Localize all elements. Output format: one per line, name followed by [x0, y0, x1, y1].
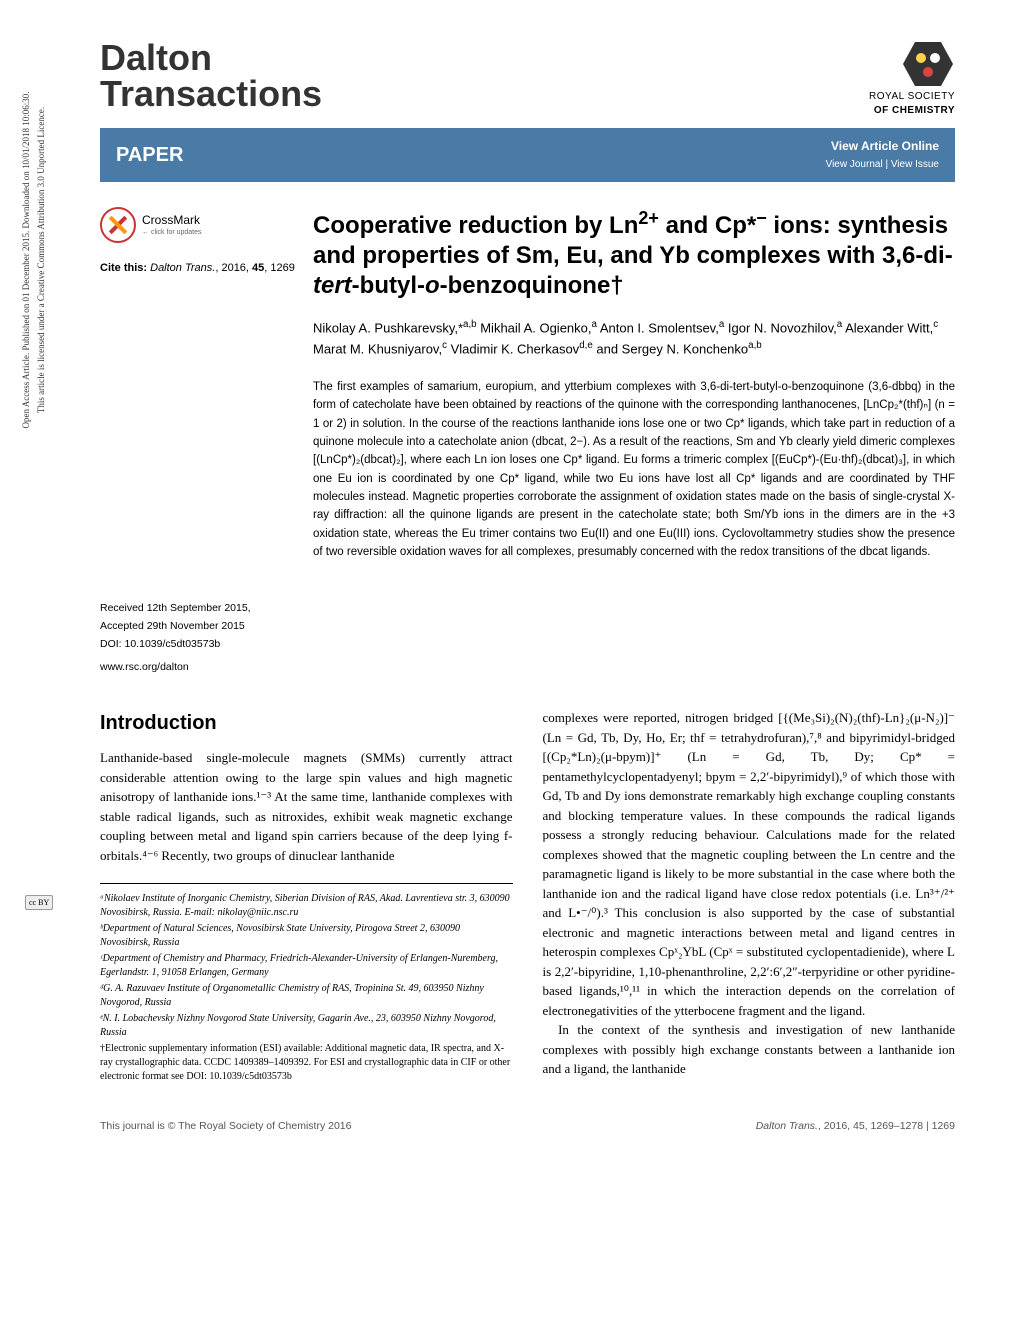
- paper-type-label: PAPER: [116, 141, 183, 169]
- abstract: The first examples of samarium, europium…: [313, 378, 955, 562]
- license-line: This article is licensed under a Creativ…: [35, 0, 48, 560]
- cite-journal: Dalton Trans.: [150, 262, 215, 274]
- crossmark-label: CrossMark: [142, 213, 200, 227]
- cite-rest: , 2016, 45, 1269: [215, 262, 295, 274]
- footer-copyright: This journal is © The Royal Society of C…: [100, 1119, 351, 1134]
- intro-para-2: complexes were reported, nitrogen bridge…: [543, 708, 956, 1020]
- affiliations-block: ᵃNikolaev Institute of Inorganic Chemist…: [100, 883, 513, 1084]
- footer-citation: Dalton Trans., 2016, 45, 1269–1278 | 126…: [756, 1119, 955, 1134]
- view-article-link[interactable]: View Article Online: [826, 138, 939, 155]
- intro-para-1: Lanthanide-based single-molecule magnets…: [100, 748, 513, 865]
- journal-title: Dalton Transactions: [100, 40, 322, 112]
- view-journal-link[interactable]: View Journal | View Issue: [826, 159, 939, 170]
- affiliation: ᵃNikolaev Institute of Inorganic Chemist…: [100, 892, 513, 920]
- author-list: Nikolay A. Pushkarevsky,*a,b Mikhail A. …: [313, 317, 955, 360]
- accepted-date: Accepted 29th November 2015: [100, 619, 295, 635]
- doi: DOI: 10.1039/c5dt03573b: [100, 637, 295, 653]
- journal-title-line1: Dalton: [100, 37, 212, 78]
- affiliation: ᵇDepartment of Natural Sciences, Novosib…: [100, 922, 513, 950]
- affiliation: ᵉN. I. Lobachevsky Nizhny Novgorod State…: [100, 1012, 513, 1040]
- crossmark-icon: [100, 207, 136, 243]
- publisher-line2: OF CHEMISTRY: [874, 105, 955, 116]
- page-footer: This journal is © The Royal Society of C…: [100, 1119, 955, 1134]
- publisher-logo: ROYAL SOCIETY OF CHEMISTRY: [869, 40, 955, 118]
- cite-this: Cite this: Dalton Trans., 2016, 45, 1269: [100, 261, 295, 276]
- article-meta: Received 12th September 2015, Accepted 2…: [100, 601, 295, 676]
- affiliation: ᶜDepartment of Chemistry and Pharmacy, F…: [100, 952, 513, 980]
- access-line: Open Access Article. Published on 01 Dec…: [21, 92, 31, 429]
- journal-title-line2: Transactions: [100, 73, 322, 114]
- affiliation: ᵈG. A. Razuvaev Institute of Organometal…: [100, 982, 513, 1010]
- received-date: Received 12th September 2015,: [100, 601, 295, 617]
- open-access-sidebar: Open Access Article. Published on 01 Dec…: [20, 0, 47, 560]
- intro-heading: Introduction: [100, 708, 513, 738]
- rsc-hex-icon: [901, 40, 955, 88]
- paper-type-bar: PAPER View Article Online View Journal |…: [100, 128, 955, 182]
- cite-prefix: Cite this:: [100, 262, 147, 274]
- crossmark-widget[interactable]: CrossMark ← click for updates: [100, 207, 295, 243]
- cc-badge: cc BY: [25, 895, 53, 910]
- crossmark-sub: ← click for updates: [142, 228, 202, 238]
- esi-note: †Electronic supplementary information (E…: [100, 1042, 513, 1084]
- intro-para-3: In the context of the synthesis and inve…: [543, 1020, 956, 1079]
- article-title: Cooperative reduction by Ln2+ and Cp*− i…: [313, 207, 955, 301]
- publisher-line1: ROYAL SOCIETY: [869, 91, 955, 102]
- journal-url[interactable]: www.rsc.org/dalton: [100, 660, 295, 676]
